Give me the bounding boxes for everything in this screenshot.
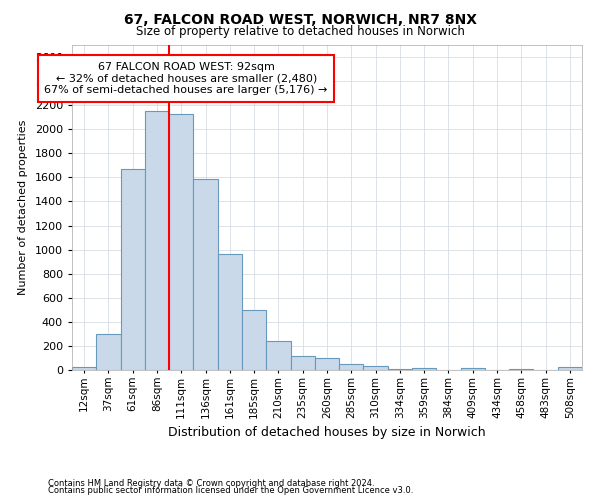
- Bar: [364, 366, 388, 370]
- Bar: [72, 367, 96, 370]
- Text: Contains public sector information licensed under the Open Government Licence v3: Contains public sector information licen…: [48, 486, 413, 495]
- Bar: [193, 178, 218, 370]
- X-axis label: Distribution of detached houses by size in Norwich: Distribution of detached houses by size …: [168, 426, 486, 439]
- Bar: [315, 358, 339, 370]
- Bar: [218, 254, 242, 370]
- Text: 67 FALCON ROAD WEST: 92sqm
← 32% of detached houses are smaller (2,480)
67% of s: 67 FALCON ROAD WEST: 92sqm ← 32% of deta…: [44, 62, 328, 95]
- Bar: [266, 340, 290, 370]
- Y-axis label: Number of detached properties: Number of detached properties: [18, 120, 28, 295]
- Bar: [290, 356, 315, 370]
- Bar: [169, 114, 193, 370]
- Bar: [96, 334, 121, 370]
- Bar: [145, 111, 169, 370]
- Bar: [412, 368, 436, 370]
- Bar: [242, 310, 266, 370]
- Text: Size of property relative to detached houses in Norwich: Size of property relative to detached ho…: [136, 25, 464, 38]
- Text: Contains HM Land Registry data © Crown copyright and database right 2024.: Contains HM Land Registry data © Crown c…: [48, 478, 374, 488]
- Text: 67, FALCON ROAD WEST, NORWICH, NR7 8NX: 67, FALCON ROAD WEST, NORWICH, NR7 8NX: [124, 12, 476, 26]
- Bar: [121, 169, 145, 370]
- Bar: [461, 368, 485, 370]
- Bar: [339, 364, 364, 370]
- Bar: [558, 367, 582, 370]
